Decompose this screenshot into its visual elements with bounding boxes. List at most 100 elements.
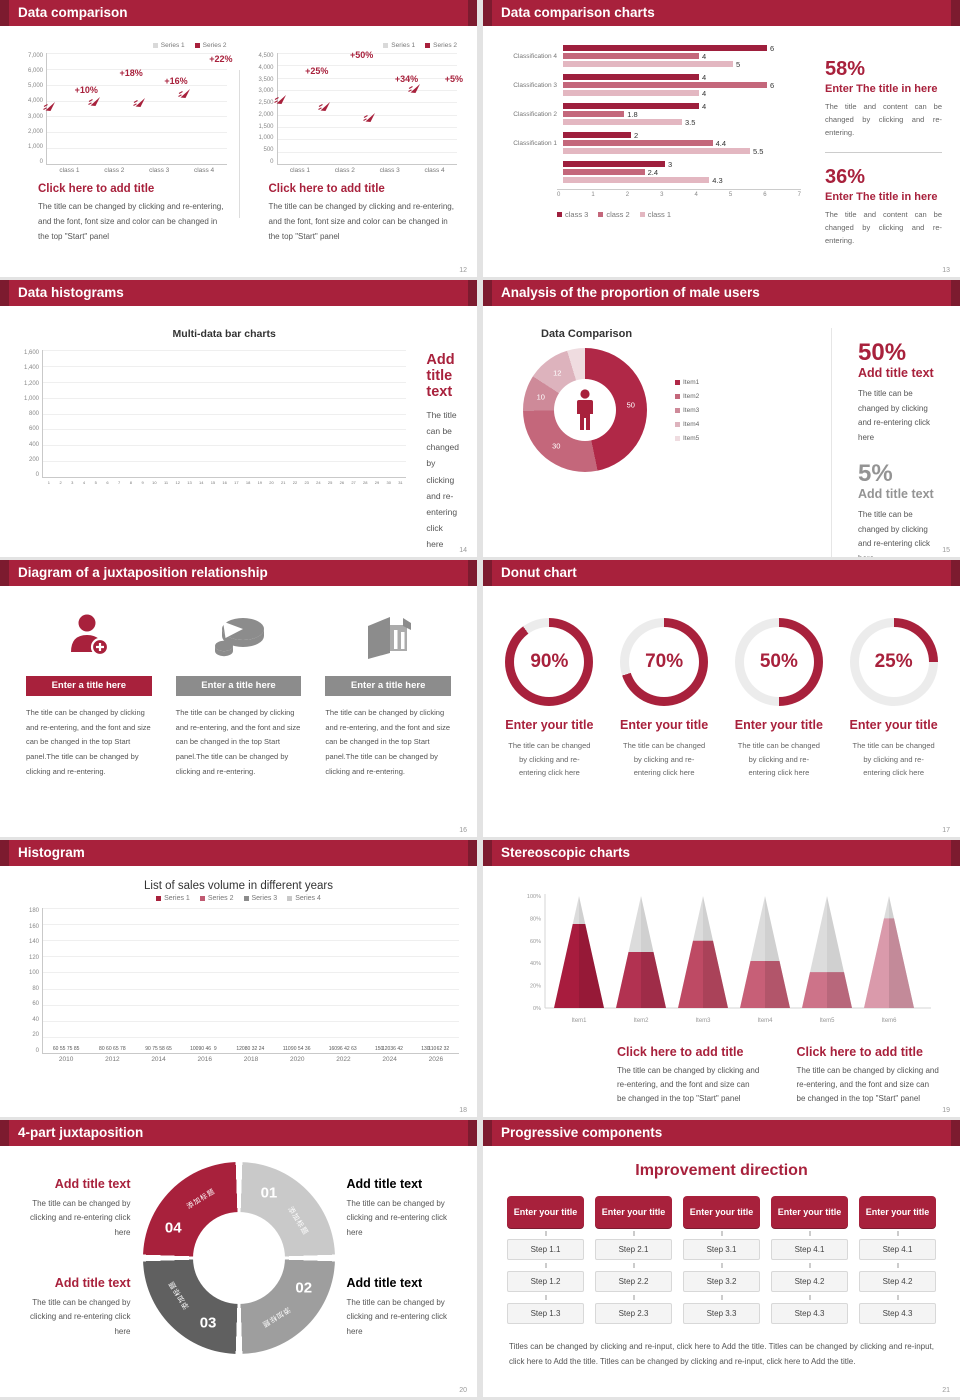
bar-group: +5% [408, 53, 463, 164]
item-body: The title can be changed by clicking and… [623, 741, 706, 777]
step-column: Enter your title Step 3.1 Step 3.2 Step 3.3 [683, 1196, 760, 1324]
legend-item: Series 2 [194, 42, 227, 49]
slice-label: 50 [626, 400, 635, 410]
slide-19[interactable]: Stereoscopic charts 100% 80% 60% 40% 20% 0% It… [483, 840, 960, 1117]
value-label: 90 [290, 1046, 297, 1052]
plot-area: +10% +18% +16% +22% [43, 53, 233, 165]
legend-item: Series 2 [425, 42, 457, 49]
y-tick: 200 [28, 456, 39, 463]
y-tick: 1,600 [23, 350, 39, 356]
horizontal-bar-chart: Classification 4 6 4 5 Classification 3 4 6 4 Cl… [501, 44, 801, 248]
slice-label: 12 [553, 368, 562, 378]
stat-block: 36% Enter The title in here The title an… [825, 166, 942, 247]
x-label: 7 [118, 480, 121, 485]
slide-title: Progressive components [501, 1125, 663, 1140]
y-tick: 3,000 [27, 113, 43, 120]
donut-panel: Data Comparison 50 30 10 12 Item1 Item2 Item3 I… [501, 320, 831, 557]
svg-text:20%: 20% [529, 984, 540, 990]
chart-el [55, 53, 83, 164]
chart-el: 2.4 [563, 168, 801, 177]
grid-line [277, 139, 457, 141]
donut-item: 50% Enter your title The title can be chan… [727, 618, 832, 780]
chart-el: 3 [563, 160, 801, 169]
value-label: 90 [198, 1046, 205, 1052]
x-label: 9 [141, 480, 144, 485]
bar-group [148, 350, 160, 477]
legend-item: class 3 [557, 210, 588, 219]
percent-label: 25% [874, 651, 913, 672]
grid-line [277, 77, 457, 79]
grid-line [43, 940, 459, 942]
chart-el [421, 53, 449, 164]
slide-16[interactable]: Diagram of a juxtaposition relationship … [0, 560, 477, 837]
grid-line [47, 116, 227, 118]
item-title: Enter your title [620, 718, 709, 732]
slide-title-bar: Progressive components [483, 1120, 960, 1146]
growth-label: +10% [74, 85, 98, 96]
stats-panel: 58% Enter The title in here The title an… [825, 44, 942, 248]
ring-hole: 25% [858, 627, 929, 697]
value-label: 80 [99, 1046, 105, 1052]
slide-14[interactable]: Data histograms Multi-data bar charts 1,… [0, 280, 477, 557]
bar-group [207, 350, 219, 477]
bar-group: 80 60 65 78 [89, 908, 135, 1053]
growth-label: +50% [349, 49, 374, 60]
slide-content: 90% Enter your title The title can be chan… [483, 586, 960, 780]
connector [808, 1231, 811, 1236]
x-label: class 4 [193, 167, 215, 174]
up-arrow-icon [273, 92, 287, 105]
bar-group: Classification 2 4 1.8 3.5 [501, 102, 801, 127]
legend-swatch [383, 43, 389, 48]
text-block: Add title text The title can be changed … [16, 1276, 131, 1339]
slide-13[interactable]: Data comparison charts Classification 4 6… [483, 0, 960, 277]
bar-group [102, 350, 114, 477]
plot-row: 7,000 6,000 5,000 4,000 3,000 2,000 1,000 0 +10%… [20, 53, 233, 165]
bar-group [254, 350, 266, 477]
x-label: 2010 [58, 1056, 74, 1063]
slide-15[interactable]: Analysis of the proportion of male users… [483, 280, 960, 557]
value-label: 65 [166, 1046, 172, 1052]
slide-12[interactable]: Data comparison Series 1 Series 2 7,000 6,0… [0, 0, 477, 277]
chart-legend: Series 1 Series 2 [20, 42, 227, 49]
legend-label: Series 4 [295, 895, 321, 902]
x-tick: 6 [763, 192, 767, 198]
legend-label: class 1 [647, 210, 672, 219]
column-2: Enter a title here The title can be chan… [175, 606, 302, 779]
x-label: class 2 [104, 167, 125, 174]
svg-text:Item1: Item1 [571, 1018, 587, 1024]
slide-21[interactable]: Progressive components Improvement direc… [483, 1120, 960, 1397]
legend-swatch [152, 43, 158, 48]
y-tick: 500 [263, 147, 274, 154]
growth-label: +16% [164, 75, 188, 86]
plot-area [42, 350, 407, 478]
bar-group: 60 55 75 85 [43, 908, 89, 1053]
x-label: 26 [339, 480, 345, 485]
chart-el: 6 [563, 44, 801, 53]
donut-hole [554, 379, 616, 441]
male-figure-icon [577, 389, 593, 430]
bar-group [266, 350, 278, 477]
grouped-bar-chart: Series 1 Series 2 Series 3 Series 4 180 160 14… [18, 895, 459, 1063]
chart-legend: Series 1 Series 2 Series 3 Series 4 [18, 895, 459, 902]
slide-17[interactable]: Donut chart 90% Enter your title The title… [483, 560, 960, 837]
x-label: 8 [129, 480, 132, 485]
slide-18[interactable]: Histogram List of sales volume in differ… [0, 840, 477, 1117]
stat-block: 58% Enter The title in here The title an… [825, 58, 942, 139]
value-label: 9 [213, 1046, 217, 1052]
bar [563, 53, 699, 59]
x-label: 3 [71, 480, 74, 485]
value-label: 120 [381, 1046, 391, 1052]
legend-label: Series 2 [433, 42, 457, 49]
ring-hole: 50% [743, 627, 814, 697]
value-label: 90 [145, 1046, 151, 1052]
step-box: Step 3.2 [683, 1271, 760, 1292]
chart-el: 130 110 62 32 [421, 908, 449, 1053]
chart-el: 80 60 65 78 [99, 908, 126, 1053]
y-tick: 1,400 [23, 365, 39, 372]
group-label: Classification 1 [513, 139, 557, 147]
slide-20[interactable]: 4-part juxtaposition Add title text The … [0, 1120, 477, 1397]
value-label: 55 [59, 1046, 66, 1052]
chart-el: 3 2.4 4.3 [563, 160, 801, 185]
connector [720, 1263, 723, 1268]
y-tick: 4,000 [258, 64, 274, 71]
